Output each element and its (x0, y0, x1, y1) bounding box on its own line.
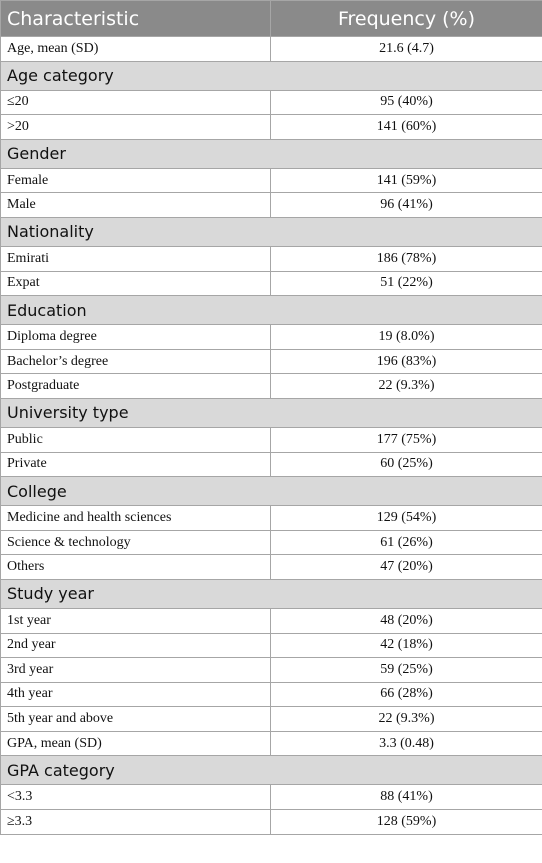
data-row: Emirati 186 (78%) (0, 245, 542, 272)
section-row: College (0, 476, 542, 507)
data-row: 3rd year 59 (25%) (0, 657, 542, 683)
row-label: Postgraduate (0, 373, 271, 399)
data-row: Others 47 (20%) (0, 554, 542, 580)
section-label: University type (0, 397, 542, 428)
row-label: 4th year (0, 681, 271, 708)
section-row: Education (0, 295, 542, 326)
row-value: 61 (26%) (270, 529, 542, 556)
row-value: 60 (25%) (270, 451, 542, 478)
header-row: Characteristic Frequency (%) (0, 0, 542, 37)
row-value: 21.6 (4.7) (270, 36, 542, 62)
row-label: Expat (0, 270, 271, 297)
header-cell: Characteristic (0, 0, 271, 37)
data-row: Expat 51 (22%) (0, 270, 542, 297)
data-row: Medicine and health sciences 129 (54%) (0, 505, 542, 531)
row-label: 3rd year (0, 657, 271, 683)
data-row: ≥3.3 128 (59%) (0, 809, 542, 835)
table-body: Age, mean (SD) 21.6 (4.7) Age category ≤20 9… (0, 36, 542, 835)
row-label: Male (0, 192, 271, 218)
data-row: Age, mean (SD) 21.6 (4.7) (0, 36, 542, 62)
row-value: 48 (20%) (270, 607, 542, 634)
section-label: Study year (0, 578, 542, 609)
row-value: 22 (9.3%) (270, 706, 542, 732)
row-label: <3.3 (0, 784, 271, 811)
section-label: College (0, 476, 542, 507)
row-value: 88 (41%) (270, 784, 542, 811)
row-value: 177 (75%) (270, 426, 542, 453)
data-row: Diploma degree 19 (8.0%) (0, 324, 542, 350)
section-label: Gender (0, 138, 542, 169)
section-label: Education (0, 295, 542, 326)
header-cell: Frequency (%) (270, 0, 542, 37)
row-label: 5th year and above (0, 706, 271, 732)
data-row: <3.3 88 (41%) (0, 784, 542, 811)
row-label: 1st year (0, 607, 271, 634)
row-value: 3.3 (0.48) (270, 730, 542, 757)
row-value: 186 (78%) (270, 245, 542, 272)
data-row: 4th year 66 (28%) (0, 681, 542, 708)
section-label: Nationality (0, 216, 542, 247)
row-value: 42 (18%) (270, 632, 542, 659)
row-label: Diploma degree (0, 324, 271, 350)
data-row: 1st year 48 (20%) (0, 607, 542, 634)
row-value: 141 (59%) (270, 167, 542, 194)
row-label: Public (0, 426, 271, 453)
data-row: 2nd year 42 (18%) (0, 632, 542, 659)
data-row: >20 141 (60%) (0, 114, 542, 140)
data-row: Postgraduate 22 (9.3%) (0, 373, 542, 399)
table: Characteristic Frequency (%) Age, mean (… (0, 0, 542, 835)
section-row: Nationality (0, 216, 542, 247)
row-label: ≥3.3 (0, 809, 271, 835)
section-row: University type (0, 397, 542, 428)
row-value: 59 (25%) (270, 657, 542, 683)
row-value: 96 (41%) (270, 192, 542, 218)
section-row: Age category (0, 60, 542, 91)
section-label: Age category (0, 60, 542, 91)
row-label: Female (0, 167, 271, 194)
data-row: ≤20 95 (40%) (0, 89, 542, 116)
row-value: 141 (60%) (270, 114, 542, 140)
row-value: 129 (54%) (270, 505, 542, 531)
data-row: Private 60 (25%) (0, 451, 542, 478)
section-row: GPA category (0, 755, 542, 786)
section-row: Gender (0, 138, 542, 169)
row-value: 196 (83%) (270, 348, 542, 375)
row-label: 2nd year (0, 632, 271, 659)
row-value: 128 (59%) (270, 809, 542, 835)
row-label: Others (0, 554, 271, 580)
row-label: Science & technology (0, 529, 271, 556)
row-label: Bachelor’s degree (0, 348, 271, 375)
row-label: Emirati (0, 245, 271, 272)
section-label: GPA category (0, 755, 542, 786)
data-row: Bachelor’s degree 196 (83%) (0, 348, 542, 375)
row-label: ≤20 (0, 89, 271, 116)
row-label: >20 (0, 114, 271, 140)
data-row: Male 96 (41%) (0, 192, 542, 218)
row-value: 47 (20%) (270, 554, 542, 580)
row-label: GPA, mean (SD) (0, 730, 271, 757)
row-label: Medicine and health sciences (0, 505, 271, 531)
row-value: 19 (8.0%) (270, 324, 542, 350)
data-row: GPA, mean (SD) 3.3 (0.48) (0, 730, 542, 757)
row-value: 22 (9.3%) (270, 373, 542, 399)
row-label: Age, mean (SD) (0, 36, 271, 62)
data-row: Science & technology 61 (26%) (0, 529, 542, 556)
row-value: 51 (22%) (270, 270, 542, 297)
row-value: 95 (40%) (270, 89, 542, 116)
row-label: Private (0, 451, 271, 478)
row-value: 66 (28%) (270, 681, 542, 708)
data-row: 5th year and above 22 (9.3%) (0, 706, 542, 732)
data-row: Female 141 (59%) (0, 167, 542, 194)
data-row: Public 177 (75%) (0, 426, 542, 453)
section-row: Study year (0, 578, 542, 609)
